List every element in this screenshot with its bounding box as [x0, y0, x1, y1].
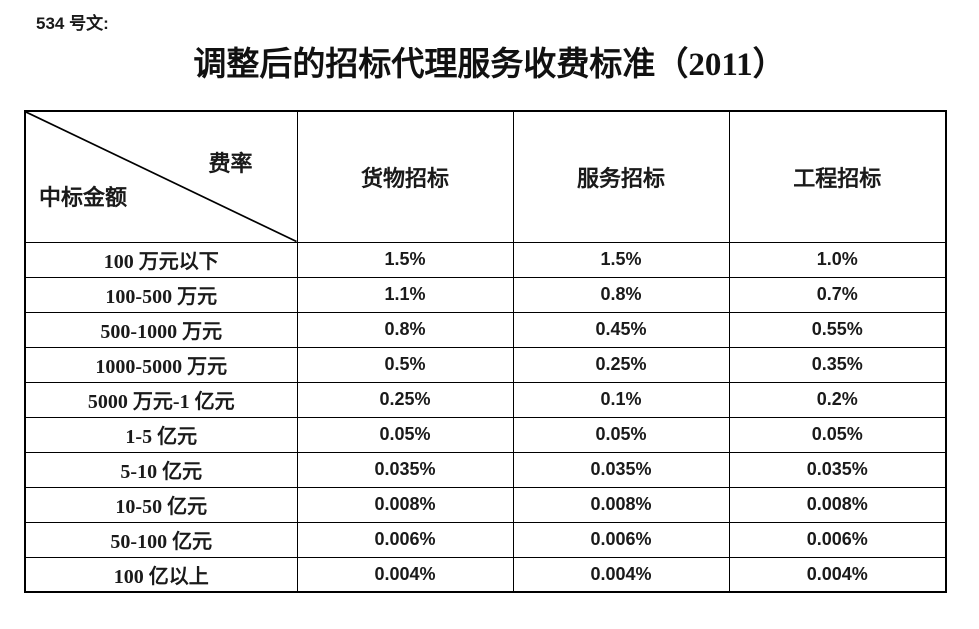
row-label: 100 万元以下	[24, 241, 298, 278]
row-label: 500-1000 万元	[24, 311, 298, 348]
column-header-engineering-bidding: 工程招标	[728, 110, 947, 243]
row-label: 50-100 亿元	[24, 521, 298, 558]
rate-cell: 0.55%	[728, 311, 947, 348]
row-label: 5000 万元-1 亿元	[24, 381, 298, 418]
rate-cell: 1.5%	[296, 241, 514, 278]
row-label: 5-10 亿元	[24, 451, 298, 488]
rate-cell: 0.25%	[512, 346, 730, 383]
rate-cell: 0.7%	[728, 276, 947, 313]
table-row: 100-500 万元 1.1% 0.8% 0.7%	[24, 276, 947, 313]
table-row: 500-1000 万元 0.8% 0.45% 0.55%	[24, 311, 947, 348]
row-label: 100 亿以上	[24, 556, 298, 593]
table-row: 100 亿以上 0.004% 0.004% 0.004%	[24, 556, 947, 593]
rate-cell: 0.5%	[296, 346, 514, 383]
rate-cell: 0.05%	[512, 416, 730, 453]
table-row: 5000 万元-1 亿元 0.25% 0.1% 0.2%	[24, 381, 947, 418]
diagonal-divider-line	[26, 112, 297, 242]
rate-cell: 0.008%	[296, 486, 514, 523]
rate-cell: 0.008%	[512, 486, 730, 523]
table-row: 1-5 亿元 0.05% 0.05% 0.05%	[24, 416, 947, 453]
row-label: 100-500 万元	[24, 276, 298, 313]
rate-cell: 0.006%	[728, 521, 947, 558]
rate-cell: 0.004%	[296, 556, 514, 593]
rate-cell: 1.1%	[296, 276, 514, 313]
column-header-goods-bidding: 货物招标	[296, 110, 514, 243]
rate-cell: 1.0%	[728, 241, 947, 278]
rate-cell: 0.008%	[728, 486, 947, 523]
rate-cell: 0.004%	[512, 556, 730, 593]
rate-cell: 0.8%	[296, 311, 514, 348]
rate-cell: 0.05%	[296, 416, 514, 453]
rate-cell: 1.5%	[512, 241, 730, 278]
table-row: 5-10 亿元 0.035% 0.035% 0.035%	[24, 451, 947, 488]
rate-cell: 0.035%	[296, 451, 514, 488]
row-label: 10-50 亿元	[24, 486, 298, 523]
rate-cell: 0.035%	[728, 451, 947, 488]
rate-cell: 0.006%	[512, 521, 730, 558]
table-corner-cell: 费率 中标金额	[24, 110, 298, 243]
rate-cell: 0.004%	[728, 556, 947, 593]
row-label: 1000-5000 万元	[24, 346, 298, 383]
table-row: 10-50 亿元 0.008% 0.008% 0.008%	[24, 486, 947, 523]
rate-cell: 0.1%	[512, 381, 730, 418]
fee-rate-table: 费率 中标金额 货物招标 服务招标 工程招标 100 万元以下 1.5% 1.5…	[24, 110, 947, 593]
table-header-row: 费率 中标金额 货物招标 服务招标 工程招标	[24, 110, 947, 243]
table-row: 100 万元以下 1.5% 1.5% 1.0%	[24, 241, 947, 278]
doc-number-label: 534 号文:	[36, 14, 109, 33]
rate-cell: 0.2%	[728, 381, 947, 418]
rate-cell: 0.8%	[512, 276, 730, 313]
corner-label-rate: 费率	[208, 151, 253, 176]
column-header-service-bidding: 服务招标	[512, 110, 730, 243]
rate-cell: 0.25%	[296, 381, 514, 418]
rate-cell: 0.035%	[512, 451, 730, 488]
row-label: 1-5 亿元	[24, 416, 298, 453]
table-row: 50-100 亿元 0.006% 0.006% 0.006%	[24, 521, 947, 558]
table-row: 1000-5000 万元 0.5% 0.25% 0.35%	[24, 346, 947, 383]
rate-cell: 0.45%	[512, 311, 730, 348]
rate-cell: 0.05%	[728, 416, 947, 453]
page-title: 调整后的招标代理服务收费标准（2011）	[193, 47, 786, 83]
rate-cell: 0.006%	[296, 521, 514, 558]
rate-cell: 0.35%	[728, 346, 947, 383]
corner-label-amount: 中标金额	[39, 184, 128, 210]
